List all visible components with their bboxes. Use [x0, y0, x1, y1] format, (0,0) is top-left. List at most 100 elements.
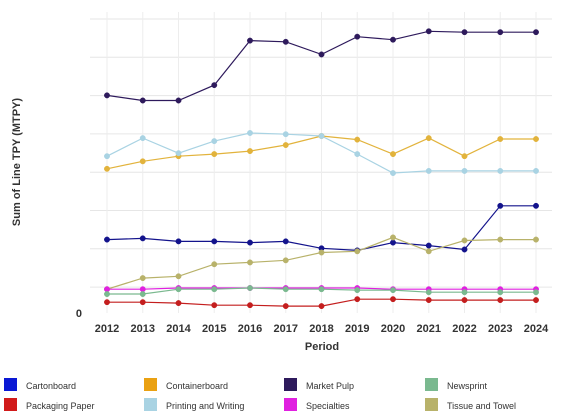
- x-tick-label: 2017: [274, 323, 298, 335]
- data-point: [533, 202, 539, 209]
- data-points: [104, 28, 539, 310]
- data-point: [282, 131, 289, 138]
- x-tick-label: 2022: [452, 323, 476, 335]
- data-point: [533, 136, 539, 142]
- data-point: [318, 51, 325, 58]
- data-point: [211, 238, 218, 245]
- data-point: [390, 239, 396, 246]
- data-point: [354, 151, 361, 158]
- data-point: [211, 138, 218, 145]
- data-point: [318, 133, 325, 139]
- data-point: [282, 38, 289, 45]
- legend-swatch: [425, 398, 438, 411]
- legend: Cartonboard Containerboard Market Pulp News…: [4, 378, 516, 411]
- legend-label: Containerboard: [166, 381, 228, 391]
- data-point: [282, 238, 289, 245]
- data-point: [533, 167, 539, 174]
- data-point: [139, 135, 146, 142]
- data-point: [354, 287, 361, 294]
- data-point: [318, 286, 325, 293]
- legend-swatch: [284, 398, 297, 411]
- data-point: [175, 300, 182, 307]
- data-point: [533, 29, 539, 36]
- data-point: [104, 291, 110, 297]
- data-point: [175, 286, 182, 293]
- data-point: [247, 148, 253, 155]
- data-point: [390, 170, 396, 176]
- legend-swatch: [425, 378, 438, 391]
- x-tick-label: 2020: [381, 323, 405, 335]
- x-tick-label: 2014: [166, 323, 191, 335]
- x-tick-label: 2024: [524, 323, 549, 335]
- x-tick-label: 2015: [202, 323, 226, 335]
- data-point: [425, 135, 432, 142]
- data-point: [497, 297, 504, 304]
- data-point: [104, 153, 110, 160]
- legend-label: Cartonboard: [26, 381, 76, 391]
- data-point: [282, 142, 289, 148]
- data-point: [211, 286, 218, 293]
- data-point: [211, 82, 218, 89]
- legend-swatch: [144, 398, 157, 411]
- data-point: [175, 238, 182, 245]
- data-point: [497, 167, 504, 174]
- data-point: [247, 285, 253, 291]
- data-point: [175, 150, 182, 157]
- data-point: [497, 236, 504, 243]
- data-point: [497, 202, 504, 209]
- x-tick-label: 2012: [95, 323, 119, 335]
- data-point: [461, 153, 468, 160]
- data-point: [425, 28, 432, 35]
- data-point: [139, 291, 146, 297]
- data-point: [461, 29, 468, 36]
- data-point: [247, 259, 253, 266]
- data-point: [211, 302, 218, 309]
- data-point: [425, 297, 432, 304]
- data-point: [282, 286, 289, 293]
- legend-label: Specialties: [306, 401, 350, 411]
- data-point: [497, 289, 504, 296]
- data-point: [461, 237, 468, 244]
- legend-swatch: [284, 378, 297, 391]
- y-axis-title: Sum of Line TPY (MTPY): [11, 98, 23, 226]
- legend-label: Packaging Paper: [26, 401, 95, 411]
- data-point: [390, 234, 396, 241]
- data-point: [247, 37, 253, 44]
- legend-swatch: [4, 398, 17, 411]
- data-point: [211, 151, 218, 158]
- data-point: [139, 299, 146, 306]
- data-point: [247, 302, 253, 309]
- data-point: [318, 303, 325, 310]
- data-point: [247, 130, 253, 136]
- data-point: [139, 235, 146, 242]
- legend-label: Printing and Writing: [166, 401, 244, 411]
- x-tick-label: 2018: [309, 323, 333, 335]
- data-point: [390, 296, 396, 303]
- data-point: [354, 136, 361, 143]
- data-point: [104, 299, 110, 306]
- legend-label: Tissue and Towel: [447, 401, 516, 411]
- data-point: [533, 289, 539, 296]
- data-point: [533, 297, 539, 304]
- data-point: [139, 158, 146, 165]
- data-point: [354, 33, 361, 40]
- data-point: [354, 248, 361, 255]
- data-point: [425, 167, 432, 174]
- data-point: [497, 29, 504, 36]
- x-axis-title: Period: [305, 341, 339, 353]
- data-point: [104, 92, 110, 99]
- legend-swatch: [4, 378, 17, 391]
- data-point: [390, 287, 396, 294]
- data-point: [461, 246, 468, 253]
- data-point: [139, 97, 146, 104]
- legend-swatch: [144, 378, 157, 391]
- data-point: [282, 303, 289, 310]
- data-point: [425, 242, 432, 249]
- data-point: [175, 273, 182, 280]
- data-point: [247, 239, 253, 246]
- data-point: [354, 296, 361, 303]
- data-point: [390, 36, 396, 43]
- data-point: [211, 261, 218, 268]
